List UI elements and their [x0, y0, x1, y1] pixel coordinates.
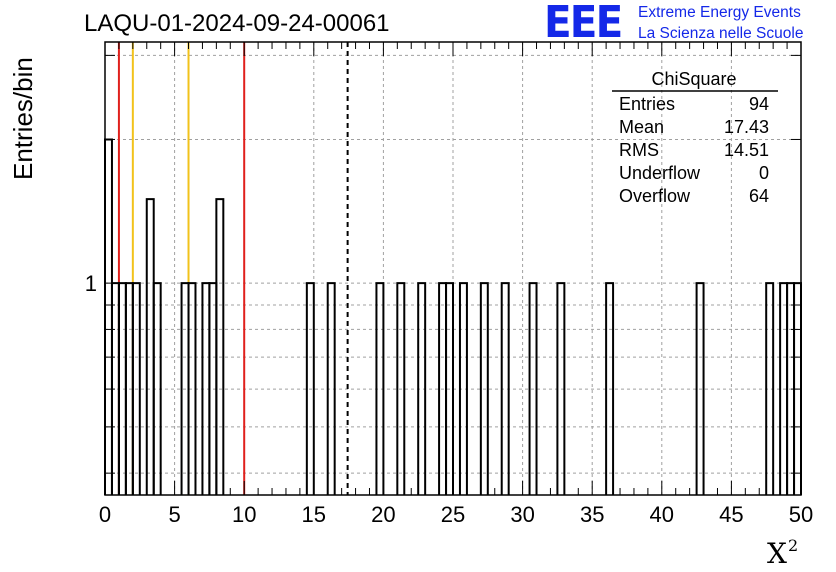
histogram-bin [417, 282, 427, 495]
x-tick-label: 30 [510, 502, 534, 527]
histogram-bin [500, 282, 510, 495]
x-tick-label: 10 [232, 502, 256, 527]
histogram-bin [145, 198, 155, 495]
x-tick-label: 40 [650, 502, 674, 527]
stat-label-underflow: Underflow [619, 163, 701, 183]
stat-label-rms: RMS [619, 140, 659, 160]
histogram-bin [528, 282, 538, 495]
stat-value-overflow: 64 [749, 186, 769, 206]
histogram-bin [556, 282, 566, 495]
histogram-bin [152, 282, 162, 495]
axis-ticks: 0 5 10 15 20 25 30 35 40 45 50 1 [85, 42, 813, 527]
stats-box-title: ChiSquare [651, 69, 736, 89]
stat-value-rms: 14.51 [724, 140, 769, 160]
histogram-bin [445, 282, 454, 495]
logo-line-1: Extreme Energy Events [638, 4, 801, 21]
histogram-bin [305, 282, 315, 495]
stat-value-mean: 17.43 [724, 117, 769, 137]
x-tick-label: 5 [168, 502, 180, 527]
x-tick-label: 25 [441, 502, 465, 527]
stat-label-entries: Entries [619, 94, 675, 114]
y-tick-label: 1 [85, 271, 97, 296]
histogram-bin [326, 282, 336, 495]
logo-line-2: La Scienza nelle Scuole [638, 25, 804, 42]
histogram-bin [479, 282, 489, 495]
histogram-bin [396, 282, 406, 495]
x-tick-label: 20 [371, 502, 395, 527]
stat-value-underflow: 0 [759, 163, 769, 183]
histogram-bin [458, 282, 468, 495]
histogram-bin [187, 282, 197, 495]
x-axis-label-symbol: X [767, 537, 787, 570]
stat-label-overflow: Overflow [619, 186, 691, 206]
x-tick-label: 0 [99, 502, 111, 527]
histogram-bin [695, 282, 705, 495]
x-tick-label: 45 [719, 502, 743, 527]
eee-logo-mark: EEE [544, 0, 623, 48]
chart-title: LAQU-01-2024-09-24-00061 [84, 10, 390, 37]
x-tick-label: 35 [580, 502, 604, 527]
stats-box: ChiSquare Entries 94 Mean 17.43 RMS 14.5… [612, 69, 778, 206]
histogram-bin [765, 282, 775, 495]
histogram-bin [104, 138, 113, 495]
x-tick-label: 50 [789, 502, 813, 527]
x-axis-label-exponent: 2 [787, 536, 799, 555]
histogram-bin [605, 282, 615, 495]
x-axis-label: X2 [767, 536, 798, 570]
histogram-bin [131, 282, 141, 495]
stat-value-entries: 94 [749, 94, 769, 114]
stat-label-mean: Mean [619, 117, 664, 137]
x-tick-label: 15 [302, 502, 326, 527]
histogram-bin [215, 198, 225, 495]
histogram-bin [375, 282, 385, 495]
